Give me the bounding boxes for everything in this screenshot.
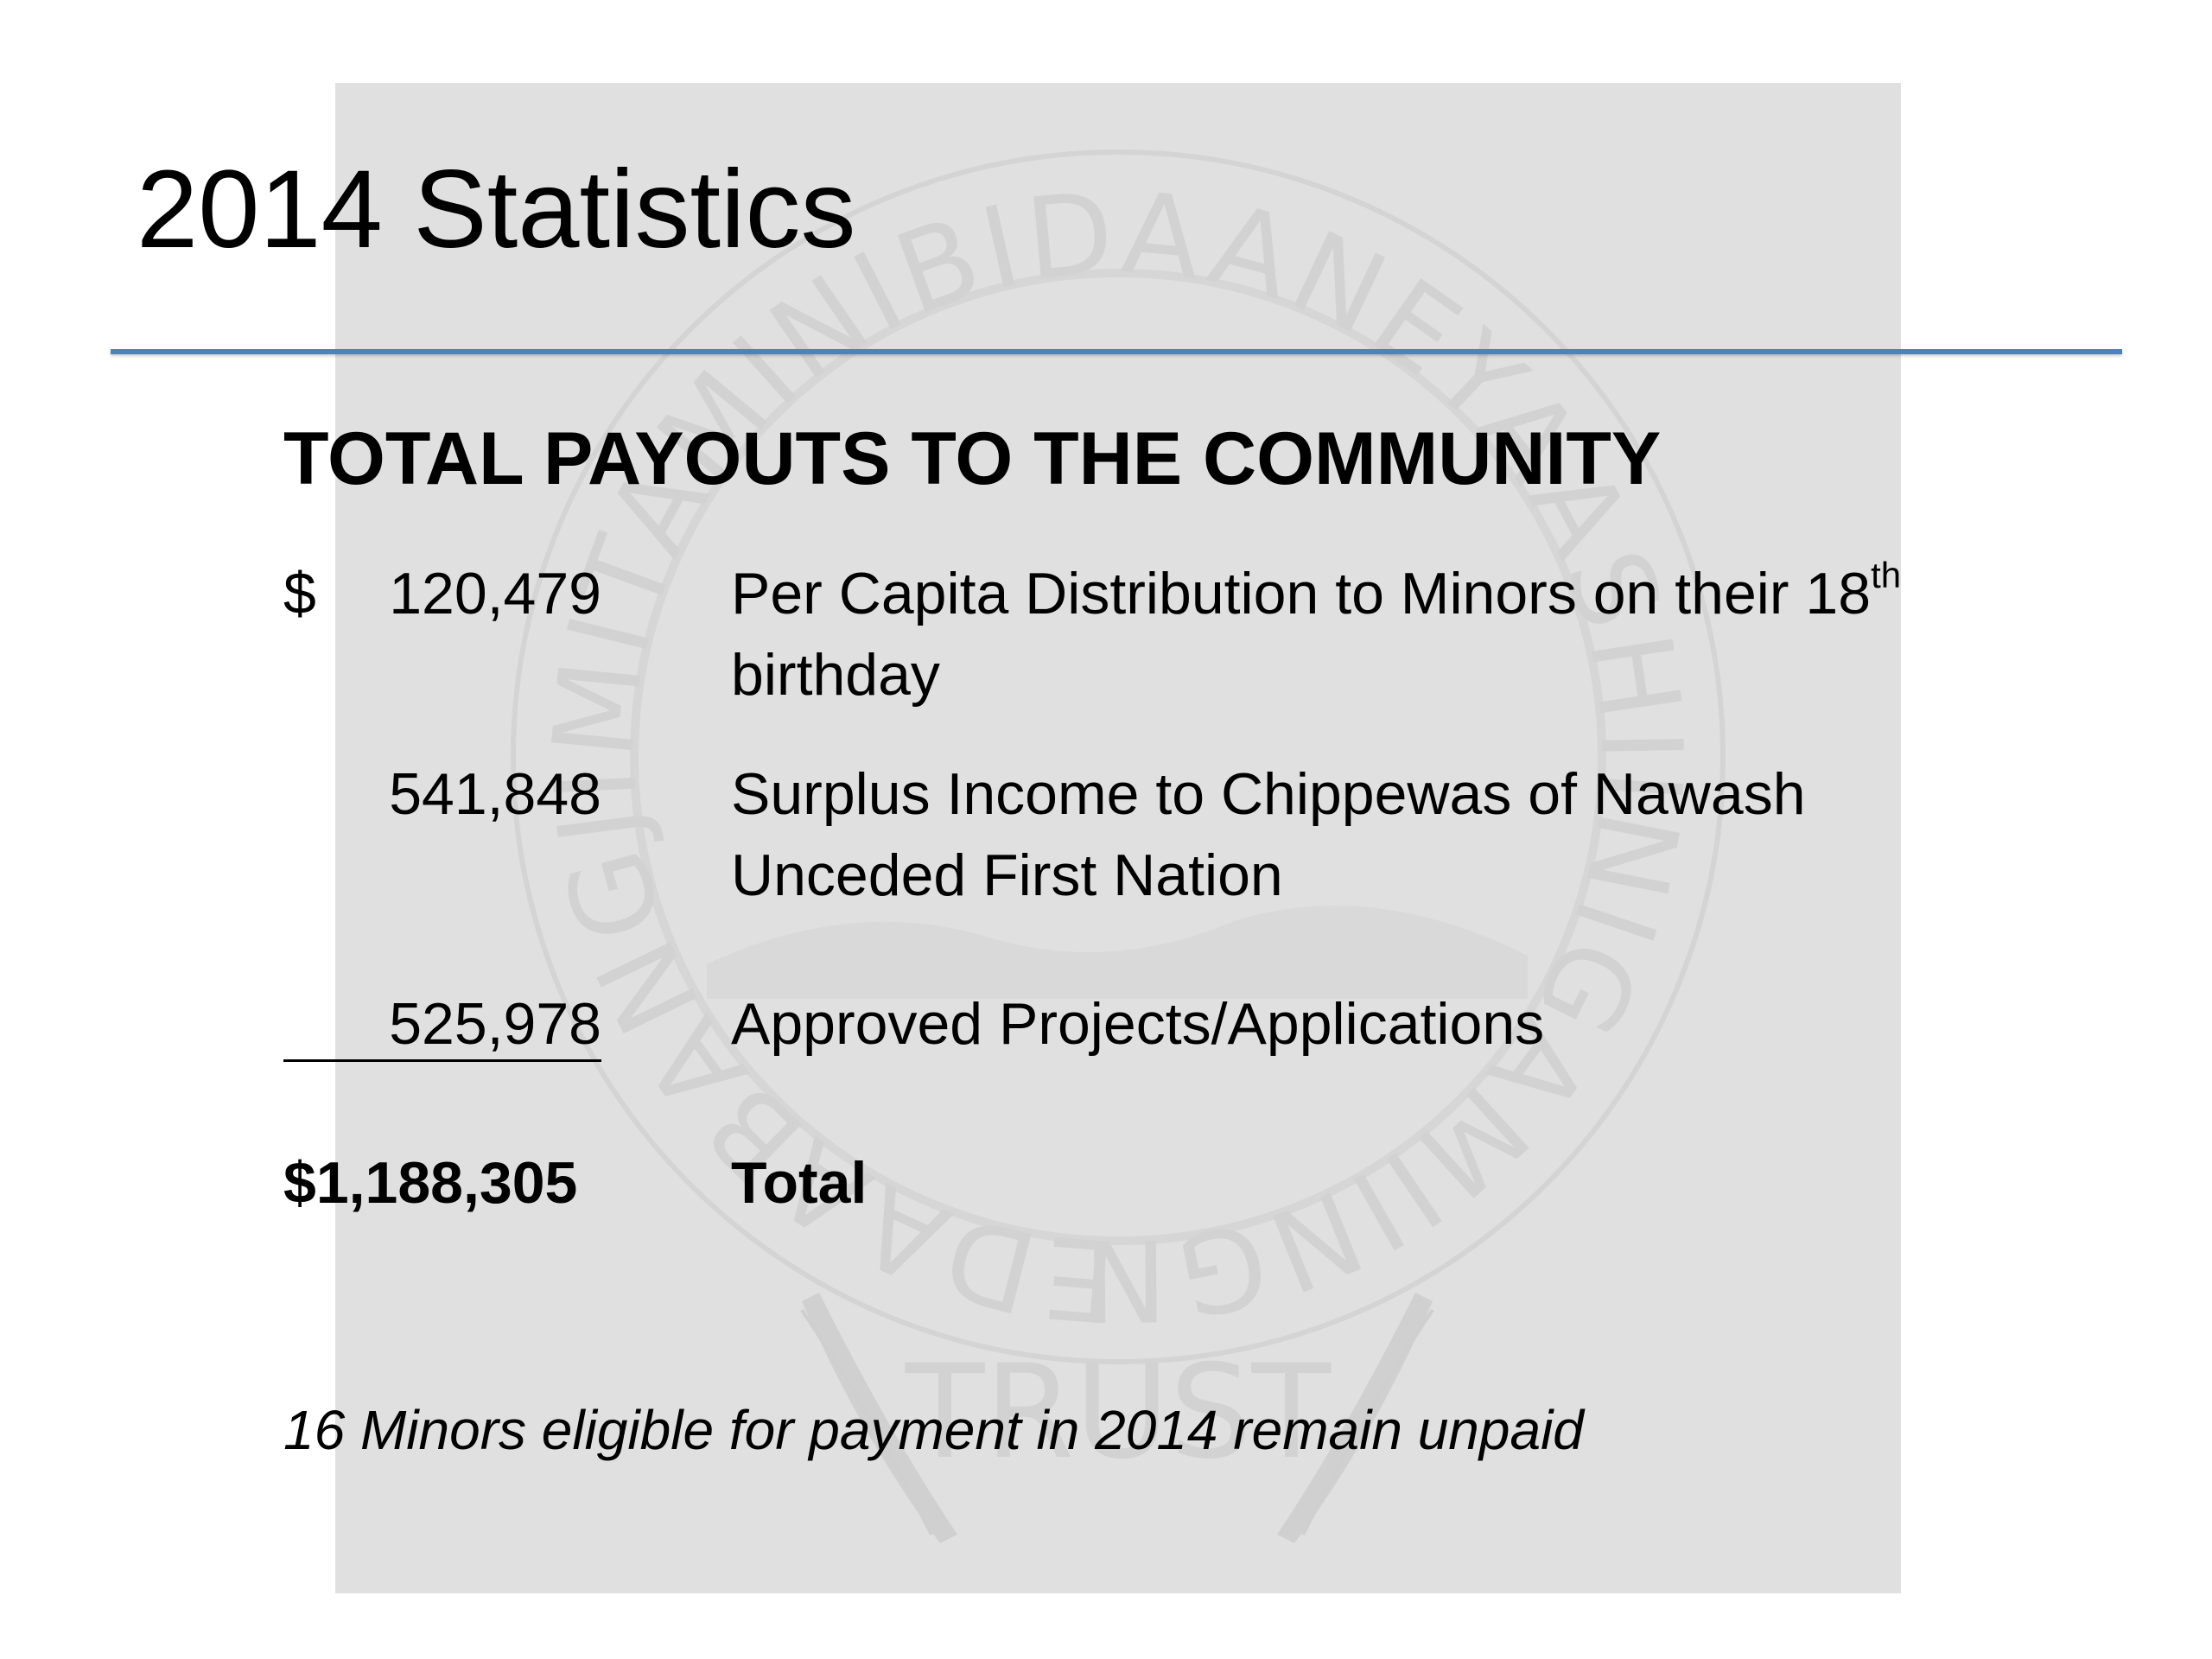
description-cell: Approved Projects/Applications	[731, 983, 2079, 1065]
seal-inner-ring	[630, 269, 1606, 1245]
description-line: birthday	[731, 642, 940, 708]
title-divider	[111, 349, 2122, 354]
description-cell: Surplus Income to Chippewas of Nawash Un…	[731, 753, 2079, 916]
seal-outer-ring	[511, 149, 1726, 1364]
amount-value: 120,479	[389, 561, 601, 626]
description-text: Per Capita Distribution to Minors on the…	[731, 561, 1872, 626]
seal-bottom-text: TRUST	[905, 1338, 1332, 1488]
seal-landscape	[707, 906, 1528, 999]
trust-seal-watermark: EDAABANGJIMITAMINIBIDAANEYAASHIINIGAMIIN…	[335, 83, 1726, 1543]
footnote: 16 Minors eligible for payment in 2014 r…	[283, 1399, 1584, 1461]
ordinal-superscript: th	[1871, 555, 1902, 595]
slide-title: 2014 Statistics	[137, 148, 856, 271]
section-heading: TOTAL PAYOUTS TO THE COMMUNITY	[283, 417, 1662, 500]
description-line: Surplus Income to Chippewas of Nawash	[731, 761, 1806, 827]
seal-feather-left	[800, 1293, 957, 1543]
description-cell: Per Capita Distribution to Minors on the…	[731, 553, 2079, 715]
total-amount: $1,188,305	[283, 1150, 578, 1216]
currency-symbol: $	[283, 561, 316, 626]
description-line: Unceded First Nation	[731, 842, 1283, 908]
description-line: Approved Projects/Applications	[731, 991, 1545, 1057]
background-panel	[335, 83, 1901, 1593]
subtotal-underline	[283, 1059, 601, 1062]
amount-value: 525,978	[389, 991, 601, 1057]
description-line: Per Capita Distribution to Minors on the…	[731, 553, 2079, 634]
total-label: Total	[731, 1150, 868, 1216]
total-label-cell: Total	[731, 1142, 2079, 1224]
seal-feather-right	[1277, 1293, 1434, 1543]
amount-value: 541,848	[389, 761, 601, 827]
